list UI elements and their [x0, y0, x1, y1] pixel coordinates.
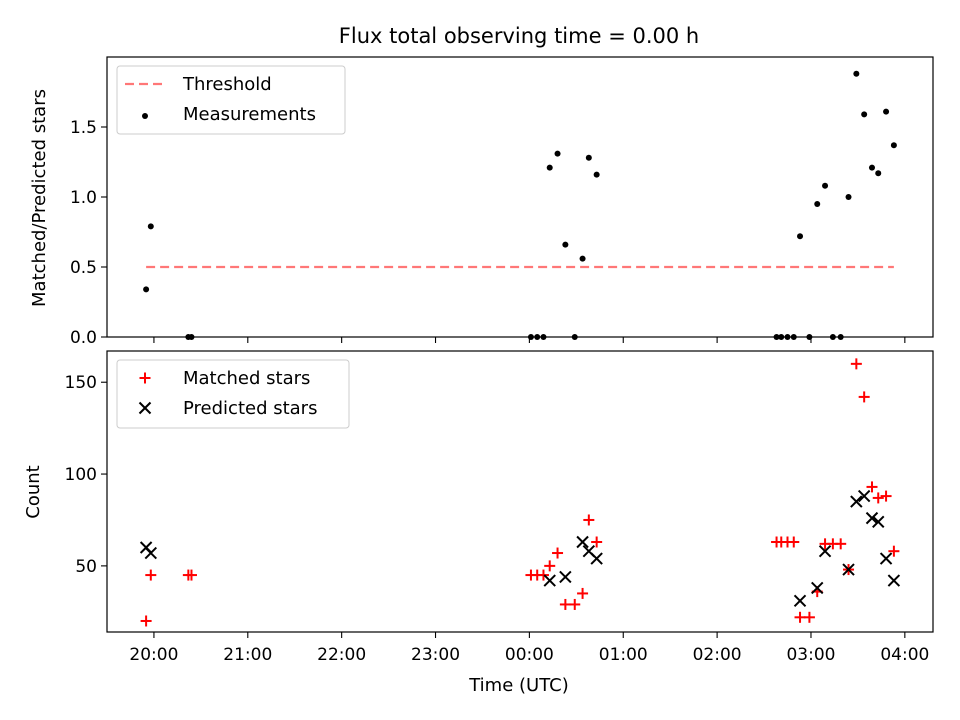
legend-box [116, 65, 346, 135]
predicted-stars-point [887, 574, 901, 587]
matched-stars-point [888, 545, 900, 557]
predicted-stars-point [543, 574, 556, 587]
measurement-point [554, 150, 561, 157]
x-tick-label: 01:00 [599, 645, 648, 665]
top-legend: Threshold Measurements [116, 65, 346, 135]
predicted-stars-point [559, 570, 572, 584]
x-tick-label: 03:00 [786, 645, 835, 665]
predicted-stars-point [144, 546, 158, 560]
predicted-stars-point [865, 511, 879, 525]
matched-stars-point [788, 536, 800, 548]
top-y-tick-label: 1.0 [70, 188, 97, 208]
matched-stars-point [544, 560, 556, 572]
matched-stars-point [583, 514, 595, 526]
measurement-point [868, 164, 875, 171]
measurement-point [593, 171, 600, 178]
x-tick-label: 23:00 [411, 645, 460, 665]
legend-predicted-swatch [138, 401, 152, 415]
predicted-stars-point [879, 552, 893, 565]
measurement-point [562, 241, 569, 248]
legend-label: Measurements [183, 104, 316, 125]
bottom-panel: 20:00 21:00 22:00 23:00 00:00 01:00 02:00 03:00… [65, 350, 934, 665]
legend-label: Matched stars [183, 368, 310, 389]
legend-measurement-swatch [142, 113, 148, 119]
matched-stars-point [866, 481, 878, 493]
bottom-legend: Matched stars Predicted stars [116, 359, 350, 429]
top-axes-frame [106, 56, 934, 338]
top-y-tick-label: 0.0 [70, 328, 97, 348]
measurement-point [546, 164, 553, 171]
top-y-tick-label: 0.5 [70, 258, 97, 278]
measurement-point [822, 182, 829, 189]
bottom-y-tick-label: 150 [65, 373, 97, 393]
x-tick-label: 02:00 [693, 645, 742, 665]
measurement-point [861, 111, 868, 118]
bottom-y-tick-label: 100 [65, 465, 97, 485]
predicted-stars-point [850, 495, 863, 508]
measurement-point [875, 170, 882, 177]
matched-stars-point [858, 391, 870, 403]
measurement-point [853, 70, 860, 77]
matched-stars-point [185, 569, 197, 581]
matched-stars-point [803, 611, 815, 623]
top-panel: 0.0 0.5 1.0 1.5 Threshold Measurements [70, 56, 934, 348]
matched-stars-point [569, 598, 581, 610]
matched-stars-point [537, 569, 549, 581]
predicted-stars-point [872, 515, 885, 529]
legend-box [116, 359, 350, 429]
predicted-stars-point [842, 563, 855, 576]
matched-stars-point [559, 598, 571, 610]
predicted-stars-point [857, 489, 871, 503]
predicted-stars-point [793, 594, 807, 607]
measurement-point [814, 201, 821, 207]
legend-label: Threshold [182, 74, 272, 95]
matched-stars-point [880, 490, 892, 502]
matched-stars-point [794, 611, 806, 623]
measurement-point [579, 255, 586, 262]
x-tick-label: 00:00 [505, 645, 554, 665]
predicted-stars-point [811, 581, 824, 595]
figure-title: Flux total observing time = 0.00 h [339, 24, 699, 48]
matched-stars-point [591, 536, 603, 548]
x-tick-label: 20:00 [129, 645, 178, 665]
x-tick-label: 22:00 [317, 645, 366, 665]
x-axis-label: Time (UTC) [468, 675, 569, 696]
matched-stars-point [850, 358, 862, 370]
measurement-point [585, 154, 592, 161]
bottom-y-tick-label: 50 [75, 557, 97, 577]
matched-stars-point [145, 569, 157, 581]
measurement-point [845, 194, 852, 200]
bottom-axes-frame [106, 350, 934, 633]
matched-stars-point [577, 587, 589, 599]
measurement-point [143, 286, 150, 293]
matched-stars-point [140, 615, 152, 627]
matched-stars-point [835, 538, 847, 550]
top-y-tick-label: 1.5 [70, 118, 97, 138]
x-tick-label: 21:00 [223, 645, 272, 665]
x-tick-label: 04:00 [880, 645, 929, 665]
top-y-axis-label: Matched/Predicted stars [29, 89, 50, 307]
measurement-point [883, 108, 890, 115]
predicted-stars-point [590, 552, 603, 565]
measurement-point [147, 223, 154, 230]
legend-label: Predicted stars [183, 398, 317, 419]
measurement-point [797, 233, 804, 240]
legend-matched-swatch [139, 372, 151, 384]
predicted-stars-point [576, 535, 589, 549]
predicted-stars-point [818, 544, 832, 558]
bottom-y-axis-label: Count [23, 465, 44, 518]
matched-stars-point [552, 547, 564, 559]
matched-stars-point [872, 492, 884, 504]
measurement-point [890, 142, 897, 149]
